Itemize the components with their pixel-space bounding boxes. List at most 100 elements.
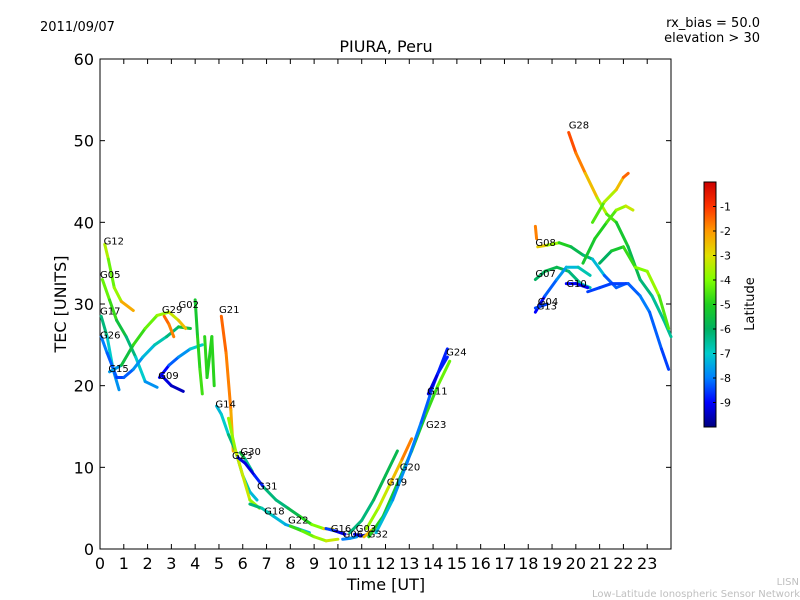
trace-G04 <box>533 265 592 314</box>
trace-segment <box>253 474 266 490</box>
trace-segment <box>106 257 116 290</box>
trace-segment <box>155 310 171 317</box>
y-tick-label: 50 <box>74 132 94 151</box>
trace-segment <box>388 457 404 486</box>
trace-segment <box>236 456 247 465</box>
satellite-label: G29 <box>162 305 182 316</box>
x-tick-label: 18 <box>518 554 538 573</box>
trace-segment <box>131 355 145 371</box>
trace-segment <box>543 265 559 273</box>
colorbar-ticks: -1 -2 -3 -4 -5 -6 -7 -8 -9 <box>713 201 731 410</box>
colorbar-label: Latitude <box>743 277 758 331</box>
trace-segment <box>574 282 590 290</box>
trace-segment <box>169 384 185 393</box>
x-tick-label: 8 <box>285 554 295 573</box>
trace-G13 <box>533 302 549 310</box>
satellite-label: G13 <box>537 302 557 313</box>
trace-segment <box>581 237 597 265</box>
x-tick-label: 5 <box>214 554 224 573</box>
trace-segment <box>141 343 157 359</box>
x-tick-label: 7 <box>261 554 271 573</box>
chart-title: PIURA, Peru <box>339 37 432 56</box>
trace-segment <box>119 300 135 313</box>
x-tick-label: 20 <box>566 554 586 573</box>
x-tick-label: 19 <box>542 554 562 573</box>
trace-segment <box>533 294 547 314</box>
trace-G06 <box>341 535 359 541</box>
trace-G20 <box>364 437 414 531</box>
trace-segment <box>360 498 376 522</box>
trace-segment <box>215 404 223 416</box>
trace-segment <box>177 318 188 330</box>
y-tick-label: 60 <box>74 50 94 69</box>
trace-G09b <box>160 374 185 393</box>
x-tick-label: 9 <box>309 554 319 573</box>
trace-G31 <box>236 456 266 490</box>
trace-segment <box>219 412 230 437</box>
trace-segment <box>567 131 578 155</box>
satellite-label: G02 <box>179 300 199 311</box>
satellite-label: G24 <box>446 347 466 358</box>
trace-segment <box>614 175 625 192</box>
trace-segment <box>143 380 159 389</box>
satellite-label: G20 <box>400 463 420 474</box>
trace-segment <box>122 367 135 379</box>
y-tick-label: 30 <box>74 295 94 314</box>
trace-G08 <box>536 241 628 290</box>
satellite-label: G04 <box>538 297 558 308</box>
trace-segment <box>210 335 216 388</box>
rx-bias-label: rx_bias = 50.0 <box>666 16 760 31</box>
trace-segment <box>536 243 549 249</box>
trace-segment <box>312 535 328 543</box>
colorbar-tick-label: -4 <box>720 274 731 287</box>
trace-segment <box>167 322 176 339</box>
trace-segment <box>348 518 364 535</box>
trace-segment <box>614 220 630 249</box>
trace-segment <box>650 294 666 322</box>
trace-segment <box>272 514 288 526</box>
trace-segment <box>193 298 200 339</box>
y-tick-label: 0 <box>84 540 94 559</box>
trace-segment <box>426 371 440 396</box>
trace-segment <box>367 514 385 539</box>
x-tick-label: 12 <box>375 554 395 573</box>
satellite-label: G08 <box>535 238 555 249</box>
x-tick-label: 15 <box>447 554 467 573</box>
trace-segment <box>384 449 399 477</box>
trace-segment <box>593 220 609 241</box>
trace-segment <box>248 502 264 510</box>
trace-segment <box>574 151 587 175</box>
trace-G08b <box>533 224 539 241</box>
satellite-label: G12 <box>104 236 124 247</box>
trace-segment <box>645 269 661 298</box>
satellite-label: G06 <box>343 530 363 541</box>
trace-segment <box>274 498 290 510</box>
trace-segment <box>100 278 112 302</box>
trace-segment <box>300 529 316 539</box>
trace-segment <box>583 171 599 200</box>
y-tick-label: 40 <box>74 213 94 232</box>
trace-segment <box>334 529 347 536</box>
trace-segment <box>659 347 671 371</box>
trace-segment <box>400 437 414 461</box>
trace-segment <box>424 384 440 416</box>
x-axis-label: Time [UT] <box>346 575 425 594</box>
x-tick-label: 16 <box>470 554 490 573</box>
colorbar-tick-label: -3 <box>720 250 731 263</box>
x-tick-label: 14 <box>423 554 443 573</box>
trace-segment <box>598 282 614 290</box>
trace-segment <box>348 535 359 540</box>
trace-segment <box>569 245 585 257</box>
trace-segment <box>99 314 109 339</box>
trace-segment <box>99 335 109 355</box>
trace-segment <box>286 506 302 518</box>
trace-segment <box>167 355 181 367</box>
x-tick-label: 3 <box>166 554 176 573</box>
trace-segment <box>626 282 642 298</box>
x-tick-label: 0 <box>95 554 105 573</box>
latitude-colorbar: -1 -2 -3 -4 -5 -6 -7 -8 -9 Latitude <box>703 181 758 428</box>
trace-segment <box>112 286 123 304</box>
trace-segment <box>419 384 435 424</box>
trace-segment <box>555 265 571 273</box>
